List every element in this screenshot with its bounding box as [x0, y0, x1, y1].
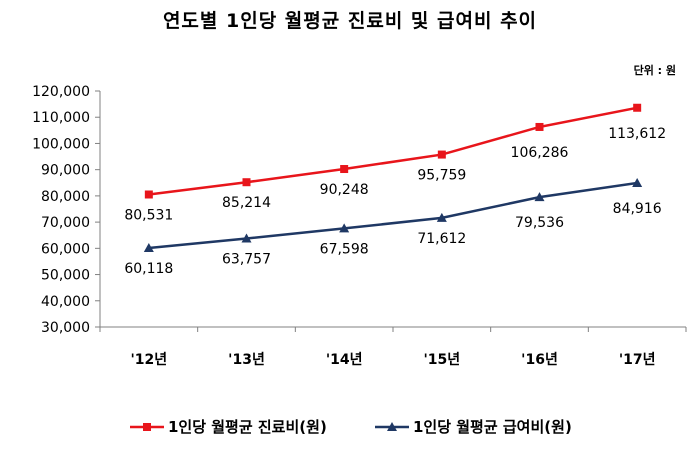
series-1-point-4 [534, 192, 545, 202]
y-tick-label-7: 100,000 [32, 136, 90, 152]
y-tick-label-0: 30,000 [41, 320, 90, 336]
series-1-label-3: 71,612 [417, 231, 466, 247]
x-tick-label-5: '17년 [619, 352, 656, 368]
series-0-point-2 [340, 165, 349, 174]
x-tick-label-1: '13년 [228, 352, 265, 368]
series-1-label-4: 79,536 [515, 215, 564, 231]
series-0-label-5: 113,612 [608, 126, 666, 142]
y-tick-label-2: 50,000 [41, 268, 90, 284]
series-0-label-4: 106,286 [511, 145, 569, 161]
legend-item-benefit-cost: 1인당 월평균 급여비(원) [375, 416, 572, 437]
series-0-label-2: 90,248 [320, 182, 369, 198]
series-1-point-3 [436, 212, 447, 222]
y-tick-label-9: 120,000 [32, 84, 90, 100]
series-1-line [148, 181, 638, 250]
series-1-point-2 [339, 223, 350, 233]
legend-swatch-medical-cost [130, 422, 164, 431]
series-1-point-0 [143, 243, 154, 253]
series-1-point-1 [241, 233, 252, 243]
legend-swatch-benefit-cost [375, 421, 409, 431]
y-tick-label-5: 80,000 [41, 189, 90, 205]
series-0-label-0: 80,531 [124, 207, 173, 223]
series-1-point-5 [632, 177, 643, 187]
legend-label-medical-cost: 1인당 월평균 진료비(원) [168, 418, 327, 436]
series-0-point-3 [437, 150, 446, 159]
series-1-label-1: 63,757 [222, 251, 271, 267]
x-tick-label-4: '16년 [521, 352, 558, 368]
x-tick-label-2: '14년 [326, 352, 363, 368]
series-1-label-5: 84,916 [613, 201, 662, 217]
legend-item-medical-cost: 1인당 월평균 진료비(원) [130, 416, 327, 437]
chart-title: 연도별 1인당 월평균 진료비 및 급여비 추이 [162, 10, 538, 32]
series-0-label-1: 85,214 [222, 195, 271, 211]
y-tick-label-8: 110,000 [32, 110, 90, 126]
series-0-label-3: 95,759 [417, 168, 466, 184]
series-0-point-4 [535, 122, 544, 131]
y-tick-label-3: 60,000 [41, 241, 90, 257]
unit-label: 단위 : 원 [633, 64, 676, 77]
series-0-point-5 [633, 103, 642, 112]
series-1-label-2: 67,598 [320, 241, 369, 257]
y-tick-label-4: 70,000 [41, 215, 90, 231]
x-tick-label-3: '15년 [424, 352, 461, 368]
y-tick-label-1: 40,000 [41, 294, 90, 310]
series-0-point-1 [242, 178, 251, 187]
series-1-label-0: 60,118 [124, 261, 173, 277]
series-0-point-0 [144, 190, 153, 199]
chart-plot: 30,000 40,000 50,000 60,000 70,000 80,000 90,0… [32, 84, 687, 368]
legend-label-benefit-cost: 1인당 월평균 급여비(원) [413, 418, 572, 436]
x-tick-label-0: '12년 [131, 352, 168, 368]
y-tick-label-6: 90,000 [41, 163, 90, 179]
series-0-line [148, 106, 638, 196]
